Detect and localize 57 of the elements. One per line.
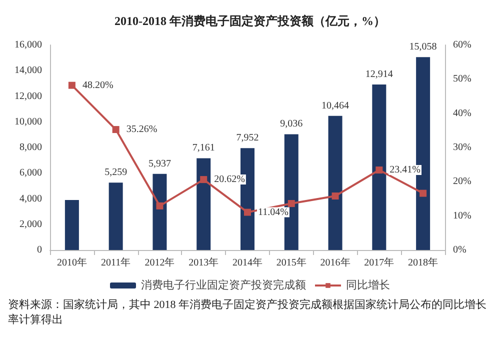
point	[112, 126, 120, 134]
x-tick-label: 2011年	[101, 256, 131, 268]
y2-tick-label: 0%	[453, 244, 466, 256]
data-label: 15,058	[409, 42, 437, 53]
y-tick-label: 8,000	[20, 142, 42, 153]
text: 资料来源：国家统计局，其中 2018 年消费电子固定资产投资完成额根据国家统计局公布的同比增长率计算得出	[8, 298, 488, 328]
data-label: 12,914	[365, 69, 393, 80]
y2-tick-label: 10%	[453, 210, 472, 222]
y2-tick-label: 20%	[453, 176, 472, 188]
bar	[328, 116, 342, 250]
data-label: 7,952	[236, 132, 259, 144]
legend-label: 同比增长	[346, 278, 390, 292]
point	[156, 202, 164, 210]
point	[376, 166, 383, 174]
point	[68, 82, 76, 89]
data-label: 48.20%	[82, 80, 114, 91]
data-label: 5,937	[148, 158, 171, 170]
data-label: 10,464	[322, 100, 350, 112]
point	[420, 190, 427, 197]
y-tick-label: 12,000	[14, 90, 42, 102]
y2-tick-label: 30%	[453, 142, 472, 153]
y-tick-label: 14,000	[14, 65, 42, 76]
bar	[372, 84, 386, 250]
bar	[64, 200, 79, 250]
data-label: 5,259	[104, 167, 128, 178]
data-label: 11.04%	[258, 206, 288, 218]
legend-label: 消费电子行业固定资产投资完成额	[141, 278, 306, 292]
data-label: 7,161	[192, 142, 215, 154]
point	[200, 176, 208, 184]
data-label: 35.26%	[126, 124, 158, 136]
x-tick-label: 2018年	[408, 256, 438, 268]
data-label: 23.41%	[390, 164, 421, 176]
x-tick-label: 2016年	[320, 256, 350, 268]
y-tick-label: 0	[37, 244, 42, 256]
x-tick-label: 2010年	[56, 256, 87, 268]
y2-tick-label: 40%	[453, 108, 472, 119]
x-tick-label: 2013年	[188, 256, 219, 268]
y2-tick-label: 50%	[453, 74, 472, 85]
x-tick-label: 2014年	[232, 256, 262, 268]
bar	[152, 174, 167, 250]
y-tick-label: 16,000	[14, 40, 42, 50]
point	[244, 208, 251, 216]
y-tick-label: 6,000	[20, 168, 42, 179]
chart-title: 2010-2018 年消费电子固定资产投资额（亿元，%）	[114, 14, 386, 28]
y-tick-label: 4,000	[20, 193, 42, 204]
y-tick-label: 2,000	[20, 218, 42, 230]
x-tick-label: 2012年	[144, 256, 175, 268]
x-tick-label: 2017年	[364, 256, 394, 268]
point	[288, 200, 295, 208]
data-label: 9,036	[280, 118, 303, 130]
bar	[196, 158, 211, 250]
x-tick-label: 2015年	[276, 256, 306, 268]
bar	[108, 182, 123, 250]
y2-tick-label: 60%	[453, 40, 472, 50]
data-label: 20.62%	[214, 174, 245, 186]
y-tick-label: 10,000	[14, 116, 42, 128]
point	[332, 192, 339, 200]
